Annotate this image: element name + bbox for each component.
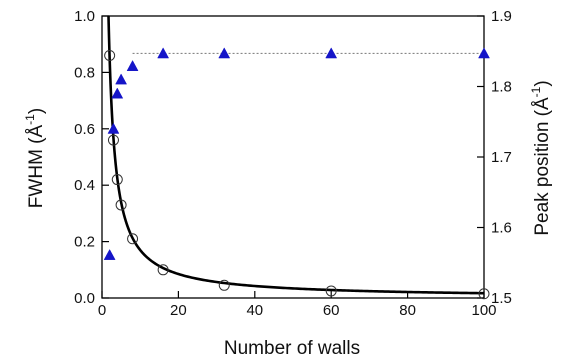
- y-axis-right-title-text: Peak position (Å: [532, 97, 553, 236]
- x-tick-label: 80: [399, 302, 416, 319]
- x-tick-label: 20: [170, 302, 187, 319]
- y-axis-right: 1.5 1.6 1.7 1.8 1.9: [477, 8, 512, 307]
- y-right-tick-label: 1.6: [491, 220, 512, 237]
- y-right-tick-label: 1.9: [491, 8, 512, 25]
- y-right-tick-label: 1.8: [491, 79, 512, 96]
- peak-position-data-point: [126, 60, 139, 71]
- y-axis-right-title-superscript: -1: [529, 86, 543, 97]
- y-left-tick-label: 1.0: [74, 8, 95, 25]
- y-left-tick-label: 0.0: [74, 290, 95, 307]
- y-axis-left: 0.0 0.2 0.4 0.6 0.8 1.0: [74, 8, 109, 307]
- y-left-tick-label: 0.6: [74, 121, 95, 138]
- x-tick-label: 60: [323, 302, 340, 319]
- peak-position-data-point: [478, 47, 490, 59]
- fwhm-data-point: [478, 288, 490, 300]
- peak-position-data-point: [115, 73, 128, 85]
- fwhm-data-point: [218, 279, 230, 291]
- y-axis-left-title-text: FWHM (Å: [26, 124, 47, 208]
- fwhm-data-point: [127, 233, 139, 245]
- fwhm-data-point: [107, 134, 119, 146]
- x-tick-label: 100: [471, 302, 496, 319]
- plot-frame: [101, 15, 485, 299]
- x-axis-title: Number of walls: [224, 338, 360, 359]
- peak-position-data-point: [107, 122, 120, 134]
- peak-position-data-point: [157, 47, 170, 59]
- y-left-tick-label: 0.2: [74, 234, 95, 251]
- peak-position-data-point: [103, 248, 116, 260]
- y-axis-left-title-close: ): [26, 108, 47, 114]
- fwhm-data-point: [111, 174, 123, 186]
- y-right-tick-label: 1.5: [491, 290, 512, 307]
- y-axis-right-title-close: ): [532, 80, 553, 86]
- peak-position-data-point: [325, 47, 338, 59]
- peak-position-data-point: [218, 47, 231, 59]
- fwhm-data-point: [104, 49, 116, 61]
- fwhm-data-point: [115, 199, 127, 211]
- fwhm-data-point: [157, 264, 169, 276]
- plot-area: [103, 15, 490, 300]
- y-axis-left-title: FWHM (Å-1): [23, 108, 47, 208]
- y-left-tick-label: 0.8: [74, 64, 95, 81]
- plot-border: [101, 15, 485, 299]
- x-tick-label: 40: [246, 302, 263, 319]
- fwhm-data-point: [325, 285, 337, 297]
- y-right-tick-label: 1.7: [491, 149, 512, 166]
- y-axis-right-title: Peak position (Å-1): [529, 80, 553, 235]
- y-left-tick-label: 0.4: [74, 177, 95, 194]
- y-axis-left-title-superscript: -1: [23, 114, 37, 125]
- peak-position-data-point: [111, 87, 124, 99]
- x-tick-label: 0: [98, 302, 106, 319]
- x-axis: 0 20 40 60 80 100: [98, 291, 497, 319]
- fwhm-fit-curve: [107, 15, 485, 295]
